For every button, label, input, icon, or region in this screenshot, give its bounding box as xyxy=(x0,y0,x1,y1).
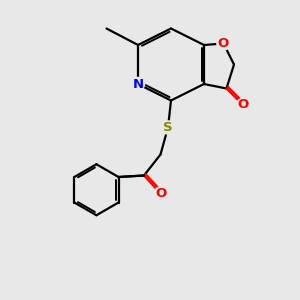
Circle shape xyxy=(161,121,175,134)
Circle shape xyxy=(236,98,250,112)
Circle shape xyxy=(131,77,145,91)
Circle shape xyxy=(154,187,167,200)
Text: N: N xyxy=(132,77,144,91)
Text: S: S xyxy=(163,121,173,134)
Text: O: O xyxy=(155,187,166,200)
Text: O: O xyxy=(237,98,249,112)
Circle shape xyxy=(217,37,230,50)
Text: O: O xyxy=(218,37,229,50)
